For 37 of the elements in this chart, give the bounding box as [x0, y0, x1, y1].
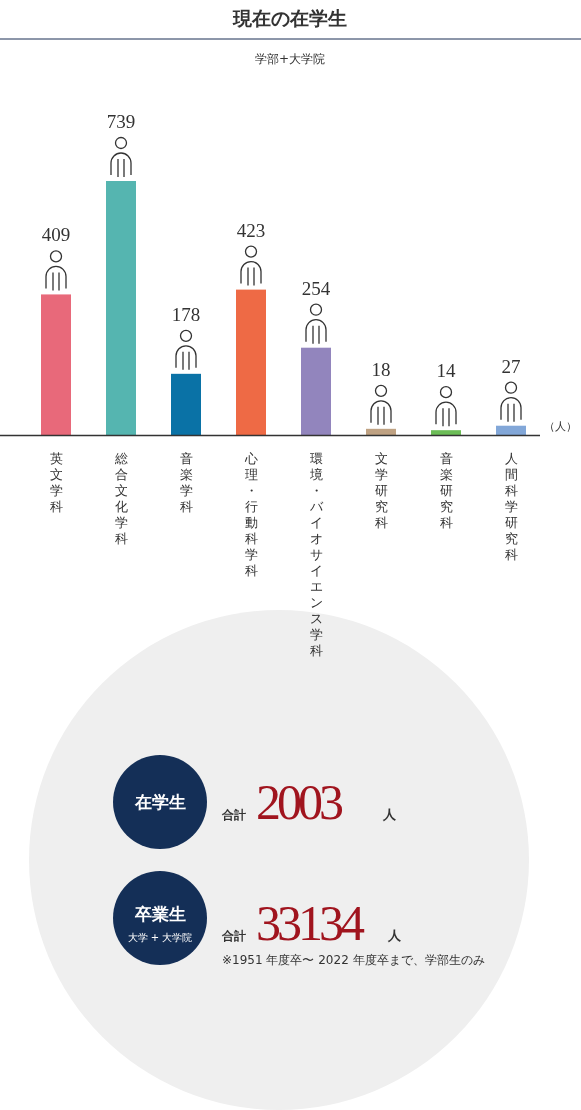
category-label: 環境・バイオサイエンス学科 — [309, 451, 323, 658]
text: 合計 — [221, 808, 246, 822]
bar — [366, 428, 396, 435]
bar — [106, 181, 136, 435]
text: 人 — [382, 807, 397, 822]
data-label: 27 — [501, 355, 521, 377]
text: 在学生 — [133, 792, 186, 812]
data-label: 18 — [371, 358, 391, 380]
y-axis-title: （人） — [543, 420, 577, 433]
bar — [301, 347, 331, 435]
text: 卒業生 — [133, 904, 186, 924]
x-tick-label: 文学研究科 — [374, 451, 388, 530]
data-label: 409 — [41, 224, 71, 246]
text: 合計 — [221, 929, 246, 943]
x-tick-label: 総合文化学科 — [113, 451, 128, 546]
x-tick-label: 心理・行動科学科 — [243, 451, 258, 578]
x-tick-label: 人間科学研究科 — [504, 451, 518, 562]
text: 大学 + 大学院 — [127, 932, 193, 943]
x-tick-label: 英文学科 — [49, 451, 63, 514]
bar — [41, 294, 71, 435]
bar — [236, 289, 266, 435]
text: 人 — [387, 928, 402, 943]
chart-subtitle: 学部+大学院 — [254, 52, 326, 66]
text: ※1951 年度卒〜 2022 年度卒まで、学部生のみ — [222, 953, 485, 967]
text: 33134 — [256, 895, 365, 951]
data-label: 178 — [171, 303, 201, 325]
bar — [496, 425, 526, 435]
text: 2003 — [256, 774, 343, 830]
x-tick-label: 音楽学科 — [179, 451, 193, 514]
x-tick-label: 音楽研究科 — [439, 451, 453, 530]
data-label: 739 — [106, 111, 136, 132]
data-label: 14 — [436, 360, 456, 382]
chart-title: 現在の在学生 — [232, 7, 347, 29]
bar — [171, 373, 201, 435]
bar — [431, 430, 461, 435]
data-label: 254 — [301, 277, 331, 299]
data-label: 423 — [236, 219, 266, 241]
